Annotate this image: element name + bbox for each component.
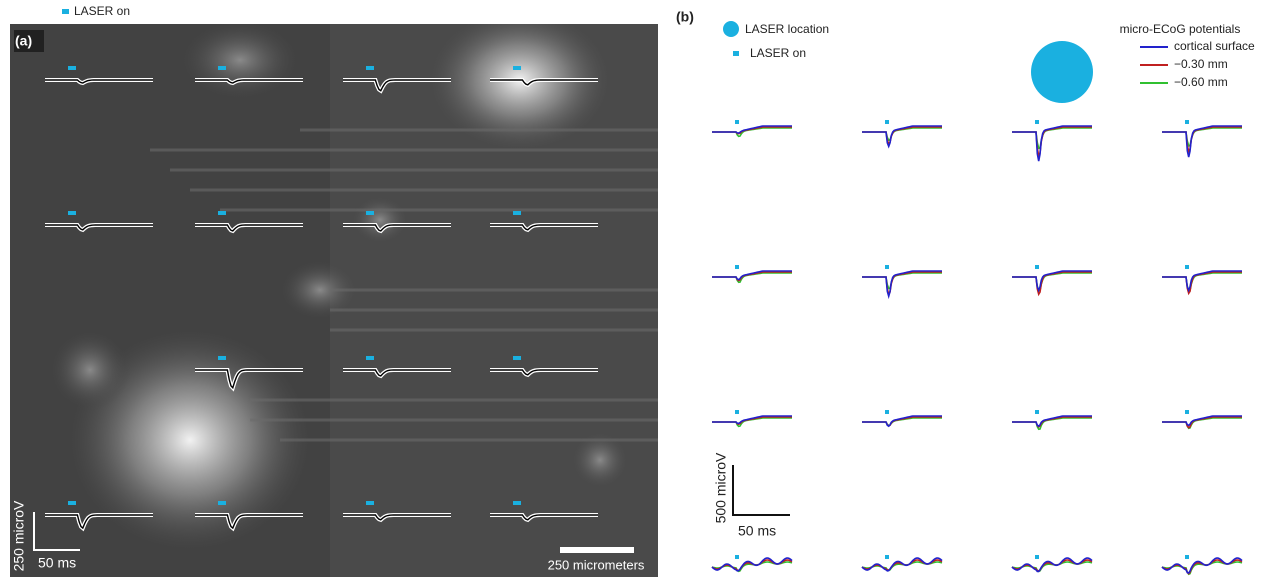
scale-y-label: 500 microV (713, 452, 729, 523)
laser-marker (366, 66, 374, 70)
scale-x-label: 50 ms (738, 523, 776, 539)
legend-marker (723, 21, 739, 37)
laser-marker (1185, 410, 1189, 414)
legend-label: cortical surface (1174, 39, 1255, 53)
trace (1012, 128, 1092, 148)
scale-bar (733, 465, 790, 515)
laser-marker (1035, 265, 1039, 269)
laser-marker (735, 410, 739, 414)
trace (862, 127, 942, 144)
trace (1012, 271, 1092, 290)
laser-marker (218, 501, 226, 505)
trace (1012, 126, 1092, 161)
laser-on-label: LASER on (74, 4, 130, 18)
scale-x-label: 50 ms (38, 555, 76, 571)
panel-label: (a) (15, 33, 32, 49)
trace (1162, 558, 1242, 573)
laser-marker (1185, 265, 1189, 269)
legend-marker (733, 51, 739, 56)
trace (1162, 271, 1242, 290)
laser-marker (885, 265, 889, 269)
legend-label: −0.30 mm (1174, 57, 1228, 71)
laser-marker (513, 211, 521, 215)
laser-marker (885, 120, 889, 124)
trace (862, 273, 942, 289)
legend-label: LASER on (750, 46, 806, 60)
trace (1162, 273, 1242, 291)
laser-marker (513, 356, 521, 360)
microscope-image (10, 10, 658, 577)
laser-marker (68, 501, 76, 505)
panel-label: (b) (676, 9, 694, 25)
laser-marker (366, 501, 374, 505)
legend-label: LASER location (745, 22, 829, 36)
legend-title: micro-ECoG potentials (1120, 22, 1241, 36)
laser-marker (1035, 410, 1039, 414)
laser-marker (513, 501, 521, 505)
laser-marker (1035, 120, 1039, 124)
laser-marker (735, 555, 739, 559)
laser-marker (1185, 555, 1189, 559)
laser-marker (1185, 120, 1189, 124)
trace (862, 128, 942, 140)
laser-marker (218, 211, 226, 215)
laser-marker (735, 265, 739, 269)
legend-label: −0.60 mm (1174, 75, 1228, 89)
trace (1162, 128, 1242, 146)
laser-marker (366, 356, 374, 360)
trace (1162, 127, 1242, 151)
laser-marker (218, 356, 226, 360)
laser-marker (218, 66, 226, 70)
laser-marker (62, 9, 69, 14)
laser-marker (885, 555, 889, 559)
laser-marker (885, 410, 889, 414)
trace (1162, 126, 1242, 157)
laser-marker (735, 120, 739, 124)
laser-location (1031, 41, 1093, 103)
laser-marker (68, 211, 76, 215)
laser-marker (68, 66, 76, 70)
scale-y-label: 250 microV (11, 500, 27, 571)
figure: LASER on (a) 250 microV 50 ms 250 microm… (0, 0, 1288, 581)
laser-marker (1035, 555, 1039, 559)
scale-bar (560, 547, 634, 553)
laser-marker (366, 211, 374, 215)
laser-marker (513, 66, 521, 70)
trace (862, 126, 942, 146)
scale-bar-label: 250 micrometers (548, 557, 645, 572)
trace (1012, 273, 1092, 291)
